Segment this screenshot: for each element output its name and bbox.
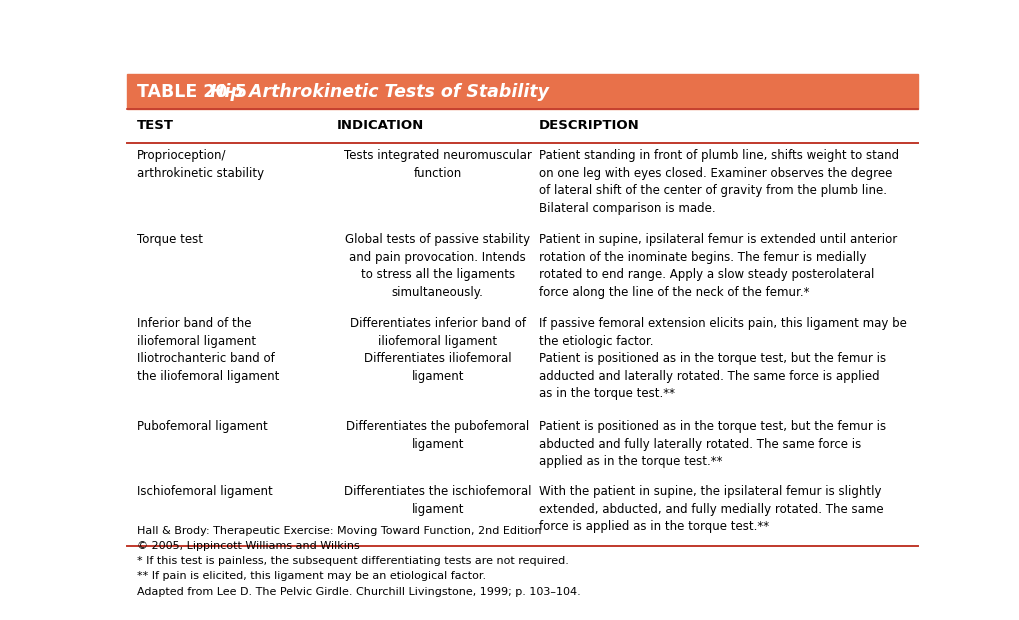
Text: Patient is positioned as in the torque test, but the femur is
abducted and fully: Patient is positioned as in the torque t… xyxy=(538,420,884,469)
Bar xyxy=(127,74,917,108)
Text: Proprioception/
arthrokinetic stability: Proprioception/ arthrokinetic stability xyxy=(137,149,264,180)
Text: Hall & Brody: Therapeutic Exercise: Moving Toward Function, 2nd Edition: Hall & Brody: Therapeutic Exercise: Movi… xyxy=(137,526,541,536)
Text: Differentiates inferior band of
iliofemoral ligament
Differentiates iliofemoral
: Differentiates inferior band of iliofemo… xyxy=(350,317,525,383)
Text: TEST: TEST xyxy=(137,120,174,133)
Text: Patient standing in front of plumb line, shifts weight to stand
on one leg with : Patient standing in front of plumb line,… xyxy=(538,149,898,215)
Text: © 2005, Lippincott Williams and Wilkins: © 2005, Lippincott Williams and Wilkins xyxy=(137,541,360,551)
Text: Differentiates the pubofemoral
ligament: Differentiates the pubofemoral ligament xyxy=(345,420,529,451)
Text: TABLE 20-5: TABLE 20-5 xyxy=(137,82,247,100)
Text: Hip Arthrokinetic Tests of Stability: Hip Arthrokinetic Tests of Stability xyxy=(210,82,548,100)
Text: DESCRIPTION: DESCRIPTION xyxy=(538,120,639,133)
Text: Adapted from Lee D. The Pelvic Girdle. Churchill Livingstone, 1999; p. 103–104.: Adapted from Lee D. The Pelvic Girdle. C… xyxy=(137,587,580,596)
Text: Inferior band of the
iliofemoral ligament
Iliotrochanteric band of
the iliofemor: Inferior band of the iliofemoral ligamen… xyxy=(137,317,279,383)
Text: Tests integrated neuromuscular
function: Tests integrated neuromuscular function xyxy=(343,149,531,180)
Text: If passive femoral extension elicits pain, this ligament may be
the etiologic fa: If passive femoral extension elicits pai… xyxy=(538,317,906,401)
Text: Ischiofemoral ligament: Ischiofemoral ligament xyxy=(137,485,272,498)
Text: Pubofemoral ligament: Pubofemoral ligament xyxy=(137,420,267,433)
Text: With the patient in supine, the ipsilateral femur is slightly
extended, abducted: With the patient in supine, the ipsilate… xyxy=(538,485,882,533)
Text: INDICATION: INDICATION xyxy=(336,120,424,133)
Text: ** If pain is elicited, this ligament may be an etiological factor.: ** If pain is elicited, this ligament ma… xyxy=(137,572,486,582)
Text: Patient in supine, ipsilateral femur is extended until anterior
rotation of the : Patient in supine, ipsilateral femur is … xyxy=(538,233,896,299)
Text: Global tests of passive stability
and pain provocation. Intends
to stress all th: Global tests of passive stability and pa… xyxy=(344,233,530,299)
Text: * If this test is painless, the subsequent differentiating tests are not require: * If this test is painless, the subseque… xyxy=(137,556,569,566)
Text: Differentiates the ischiofemoral
ligament: Differentiates the ischiofemoral ligamen… xyxy=(343,485,531,516)
Text: Torque test: Torque test xyxy=(137,233,203,246)
